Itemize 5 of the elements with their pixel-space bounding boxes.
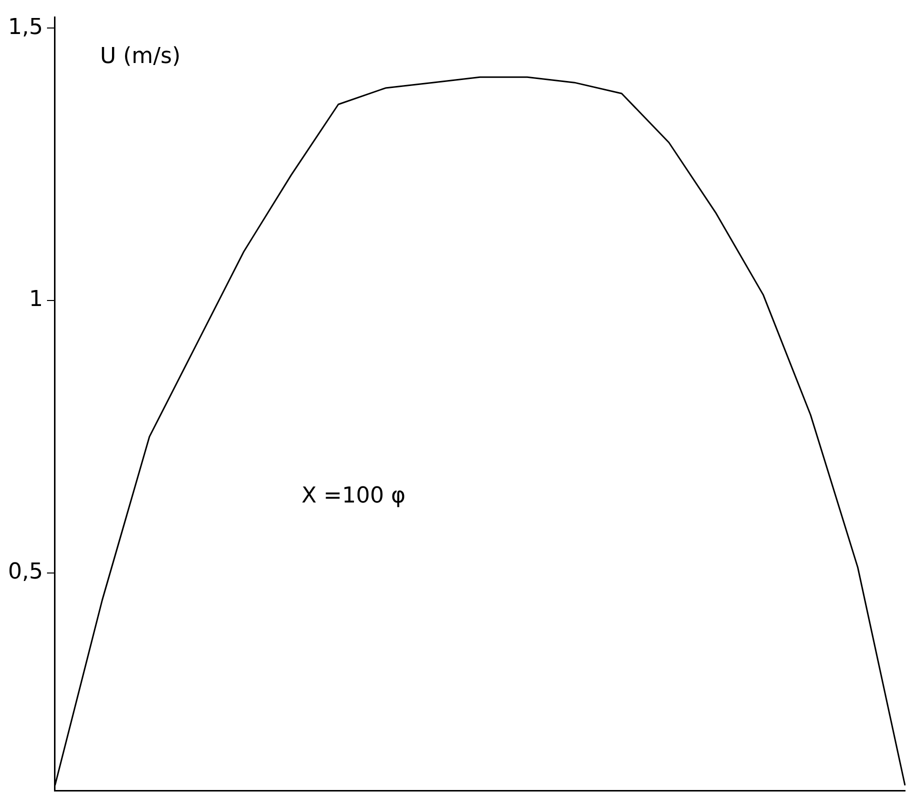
y-tick-label: 1,5 bbox=[8, 14, 43, 40]
y-tick-label: 1 bbox=[28, 287, 43, 312]
y-tick-label: 0,5 bbox=[8, 560, 43, 585]
y-axis-title: U (m/s) bbox=[100, 44, 181, 69]
annotation: X =100 φ bbox=[301, 484, 406, 509]
